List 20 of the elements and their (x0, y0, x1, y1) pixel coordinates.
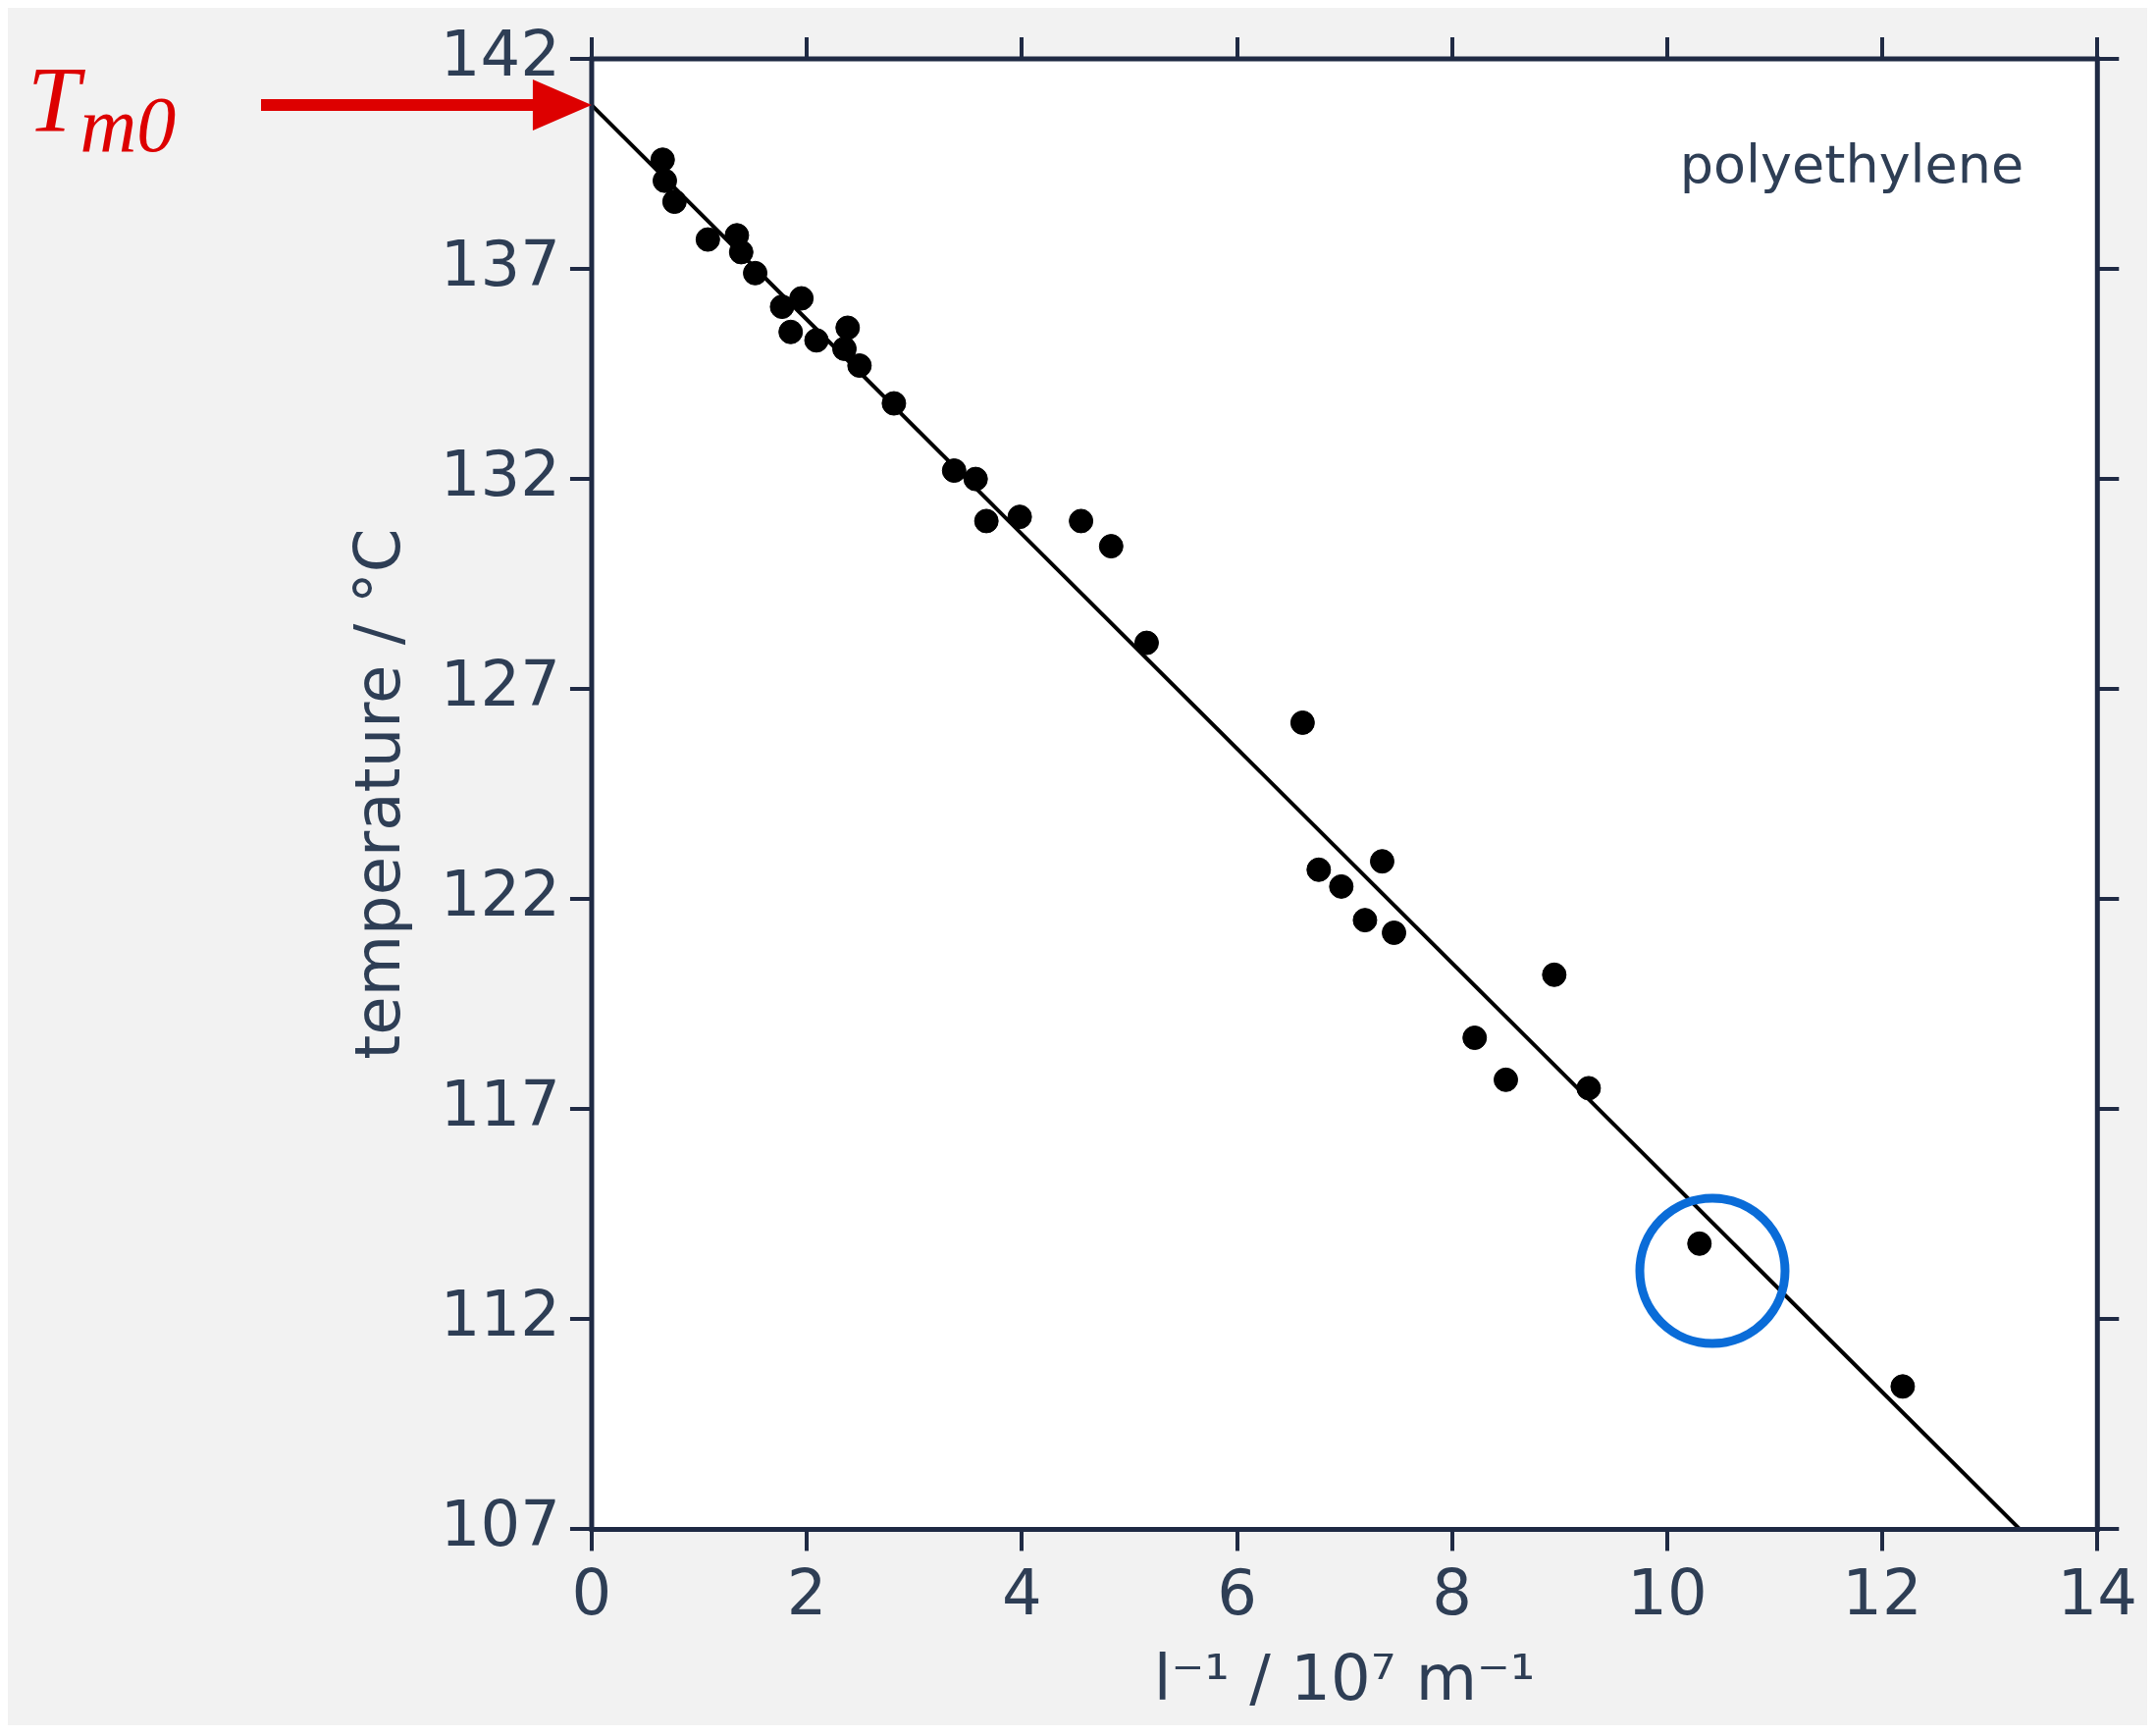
y-tick-label: 112 (440, 1277, 560, 1350)
y-tick-label: 137 (440, 227, 560, 300)
annotation: polyethylene (1679, 133, 2024, 196)
y-tick-label: 127 (440, 647, 560, 720)
x-tick-label: 14 (2057, 1556, 2137, 1630)
y-tick-label: 107 (440, 1488, 560, 1561)
text: T$_{m0}$ (27, 46, 177, 171)
y-tick-label: 122 (440, 857, 560, 930)
x-tick-label: 10 (1627, 1556, 1708, 1630)
x-axis-title: l⁻¹ / 10⁷ m⁻¹ (1153, 1642, 1536, 1715)
x-tick-label: 0 (571, 1556, 612, 1630)
y-tick-label: 117 (440, 1067, 560, 1140)
x-tick-label: 6 (1217, 1556, 1257, 1630)
y-axis-title: temperature / °C (342, 528, 415, 1060)
x-tick-label: 2 (786, 1556, 827, 1630)
x-tick-label: 4 (1001, 1556, 1042, 1630)
x-tick-label: 8 (1432, 1556, 1473, 1630)
y-tick-label: 142 (440, 17, 560, 90)
x-tick-label: 12 (1842, 1556, 1922, 1630)
y-tick-label: 132 (440, 437, 560, 510)
